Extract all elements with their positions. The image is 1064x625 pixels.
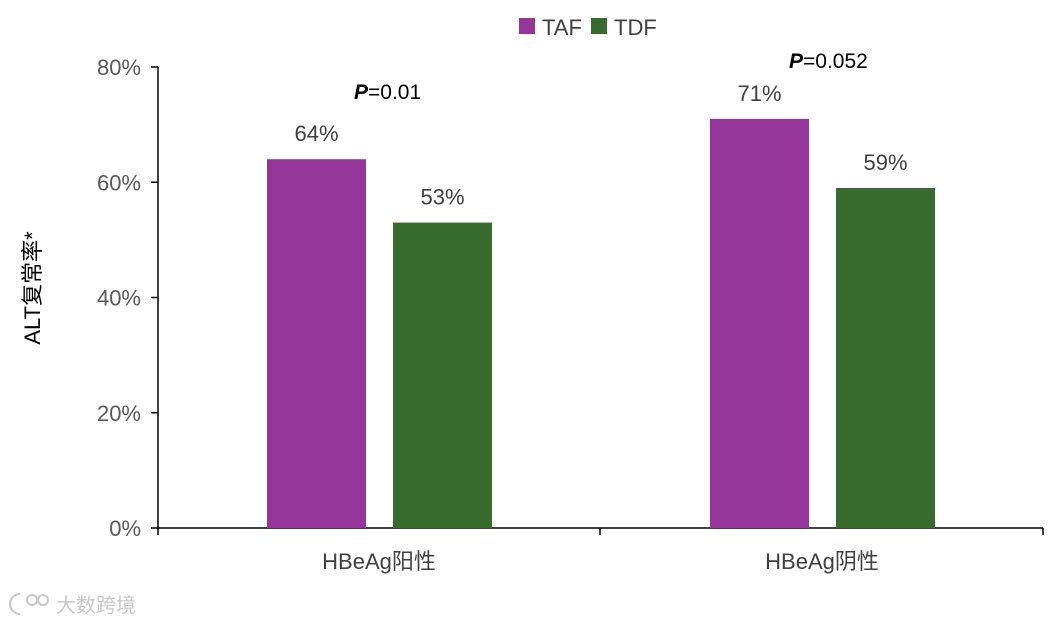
p-value-hbeag-positive: P=0.01 (354, 81, 421, 104)
p-value-symbol: P (789, 50, 804, 73)
y-tick-label: 0% (109, 516, 141, 541)
y-tick-label: 40% (97, 286, 141, 311)
p-value-symbol: P (354, 81, 369, 104)
p-value-number: =0.01 (368, 81, 421, 104)
y-axis-label: ALT复常率* (20, 231, 45, 345)
bar-tdf-hbeag-negative (836, 188, 935, 528)
data-label-tdf-hbeag-positive: 53% (420, 185, 464, 210)
data-label-taf-hbeag-negative: 71% (737, 81, 781, 106)
y-tick-label: 60% (97, 170, 141, 195)
x-category-label-hbeag-negative: HBeAg阴性 (765, 549, 879, 574)
legend: TAF TDF (519, 15, 657, 40)
legend-label-tdf: TDF (614, 15, 657, 40)
bar-tdf-hbeag-positive (393, 222, 492, 528)
x-category-label-hbeag-positive: HBeAg阳性 (322, 549, 436, 574)
watermark: 大数跨境 (9, 593, 136, 617)
bar-taf-hbeag-positive (267, 159, 366, 528)
watermark-text: 大数跨境 (56, 594, 136, 617)
y-tick-label: 20% (97, 401, 141, 426)
logo-icon (9, 593, 49, 615)
y-axis-ticks: 0% 20% 40% 60% 80% (97, 55, 158, 541)
bar-taf-hbeag-negative (710, 118, 809, 529)
p-value-hbeag-negative: P=0.052 (789, 50, 868, 73)
data-label-taf-hbeag-positive: 64% (294, 121, 338, 146)
y-tick-label: 80% (97, 55, 141, 80)
legend-label-taf: TAF (542, 15, 582, 40)
data-label-tdf-hbeag-negative: 59% (863, 150, 907, 175)
p-value-number: =0.052 (803, 50, 868, 73)
legend-swatch-taf (519, 18, 535, 34)
legend-swatch-tdf (591, 18, 607, 34)
